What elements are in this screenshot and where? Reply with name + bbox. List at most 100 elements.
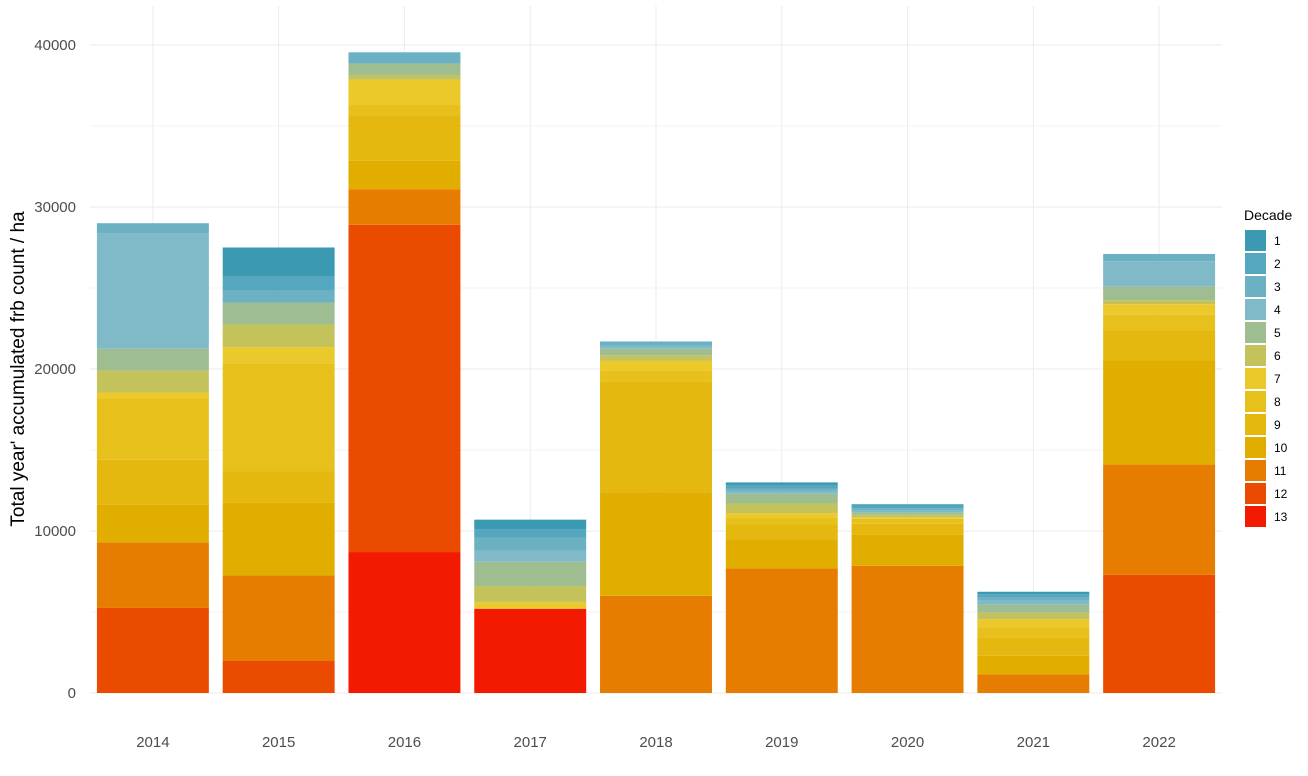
bar-segment-2017-decade-5 [474, 561, 587, 587]
bar-segment-2019-decade-3 [725, 488, 838, 491]
bar-segment-2022-decade-5 [1103, 286, 1216, 301]
bar-segment-2018-decade-8 [600, 370, 712, 382]
legend-swatch [1245, 253, 1266, 274]
legend-swatch [1245, 483, 1266, 504]
bar-segment-2015-decade-9 [222, 471, 335, 503]
y-tick-label: 30000 [34, 199, 76, 216]
bar-segment-2022-decade-12 [1103, 574, 1216, 693]
bar-segment-2015-decade-10 [222, 502, 335, 576]
bar-segment-2016-decade-10 [348, 160, 461, 190]
x-axis-ticks: 2014 2015 2016 2017 2018 2019 2020 2021 2022 [136, 734, 1176, 751]
legend-label: 11 [1274, 464, 1287, 478]
legend-label: 13 [1274, 510, 1288, 524]
bar-segment-2017-decade-4 [474, 550, 587, 562]
bar-segment-2014-decade-12 [96, 607, 209, 693]
bar-segment-2020-decade-2 [851, 505, 964, 509]
bar-segment-2015-decade-3 [222, 290, 335, 303]
bar-segment-2015-decade-1 [222, 247, 335, 277]
legend-label: 3 [1274, 280, 1281, 294]
bar-segment-2018-decade-6 [600, 355, 712, 361]
bar-segment-2014-decade-11 [96, 542, 209, 608]
legend-title: Decade [1244, 207, 1292, 223]
bar-segment-2019-decade-10 [725, 539, 838, 569]
bar-segment-2017-decade-13 [474, 608, 587, 693]
bar-segment-2019-decade-7 [725, 513, 838, 519]
bar-segment-2020-decade-1 [851, 504, 964, 506]
legend-label: 4 [1274, 303, 1281, 317]
legend-label: 7 [1274, 372, 1281, 386]
bar-segment-2022-decade-11 [1103, 464, 1216, 575]
bar-segment-2017-decade-6 [474, 586, 587, 603]
legend-label: 2 [1274, 257, 1281, 271]
legend-swatch [1245, 230, 1266, 251]
x-tick-label: 2020 [891, 734, 924, 751]
bars [96, 52, 1216, 693]
legend-swatch [1245, 414, 1266, 435]
y-tick-label: 40000 [34, 37, 76, 54]
bar-segment-2021-decade-3 [977, 597, 1090, 601]
bar-segment-2019-decade-5 [725, 493, 838, 504]
bar-segment-2020-decade-11 [851, 565, 964, 693]
x-tick-label: 2017 [514, 734, 547, 751]
bar-segment-2022-decade-10 [1103, 360, 1216, 465]
bar-segment-2014-decade-8 [96, 398, 209, 460]
legend-swatch [1245, 368, 1266, 389]
bar-segment-2022-decade-4 [1103, 261, 1216, 287]
y-axis-title: Total year' accumulated frb count / ha [8, 211, 29, 527]
bar-segment-2016-decade-5 [348, 63, 461, 75]
bar-segment-2016-decade-3 [348, 52, 461, 64]
bar-segment-2016-decade-13 [348, 552, 461, 693]
legend-label: 12 [1274, 487, 1288, 501]
bar-segment-2021-decade-1 [977, 591, 1090, 595]
bar-segment-2019-decade-8 [725, 518, 838, 525]
bar-segment-2014-decade-7 [96, 392, 209, 399]
bar-segment-2022-decade-9 [1103, 330, 1216, 361]
bar-segment-2015-decade-8 [222, 363, 335, 472]
bar-segment-2016-decade-8 [348, 104, 461, 116]
bar-segment-2015-decade-12 [222, 660, 335, 693]
bar-segment-2022-decade-7 [1103, 304, 1216, 315]
legend-swatch [1245, 391, 1266, 412]
legend-label: 9 [1274, 418, 1281, 432]
legend-label: 8 [1274, 395, 1281, 409]
bar-segment-2019-decade-2 [725, 485, 838, 489]
bar-segment-2021-decade-7 [977, 619, 1090, 628]
bar-segment-2015-decade-5 [222, 302, 335, 325]
legend-label: 10 [1274, 441, 1288, 455]
bar-segment-2019-decade-11 [725, 568, 838, 693]
x-tick-label: 2021 [1017, 734, 1050, 751]
bar-segment-2021-decade-2 [977, 594, 1090, 598]
x-tick-label: 2016 [388, 734, 421, 751]
bar-segment-2015-decade-7 [222, 347, 335, 364]
bar-segment-2017-decade-7 [474, 602, 587, 609]
bar-segment-2021-decade-6 [977, 612, 1090, 620]
bar-segment-2020-decade-7 [851, 517, 964, 519]
bar-segment-2019-decade-1 [725, 482, 838, 486]
legend-swatch [1245, 322, 1266, 343]
legend-swatch [1245, 299, 1266, 320]
legend-swatch [1245, 276, 1266, 297]
bar-segment-2018-decade-4 [600, 345, 712, 349]
x-tick-label: 2019 [765, 734, 798, 751]
bar-segment-2015-decade-11 [222, 575, 335, 661]
bar-segment-2019-decade-4 [725, 490, 838, 494]
bar-segment-2022-decade-6 [1103, 300, 1216, 305]
bar-segment-2016-decade-7 [348, 79, 461, 105]
legend-label: 1 [1274, 234, 1281, 248]
bar-segment-2014-decade-5 [96, 348, 209, 371]
bar-segment-2020-decade-5 [851, 512, 964, 515]
bar-segment-2020-decade-4 [851, 510, 964, 513]
legend-swatch [1245, 506, 1266, 527]
bar-segment-2015-decade-2 [222, 276, 335, 291]
bar-segment-2016-decade-6 [348, 74, 461, 80]
legend-swatch [1245, 460, 1266, 481]
bar-segment-2015-decade-6 [222, 324, 335, 348]
bar-segment-2021-decade-11 [977, 674, 1090, 693]
legend-swatch [1245, 437, 1266, 458]
bar-segment-2018-decade-11 [600, 595, 712, 693]
bar-segment-2018-decade-5 [600, 348, 712, 356]
bar-segment-2016-decade-9 [348, 115, 461, 161]
bar-segment-2014-decade-6 [96, 370, 209, 393]
bar-segment-2014-decade-9 [96, 459, 209, 505]
x-tick-label: 2022 [1142, 734, 1175, 751]
